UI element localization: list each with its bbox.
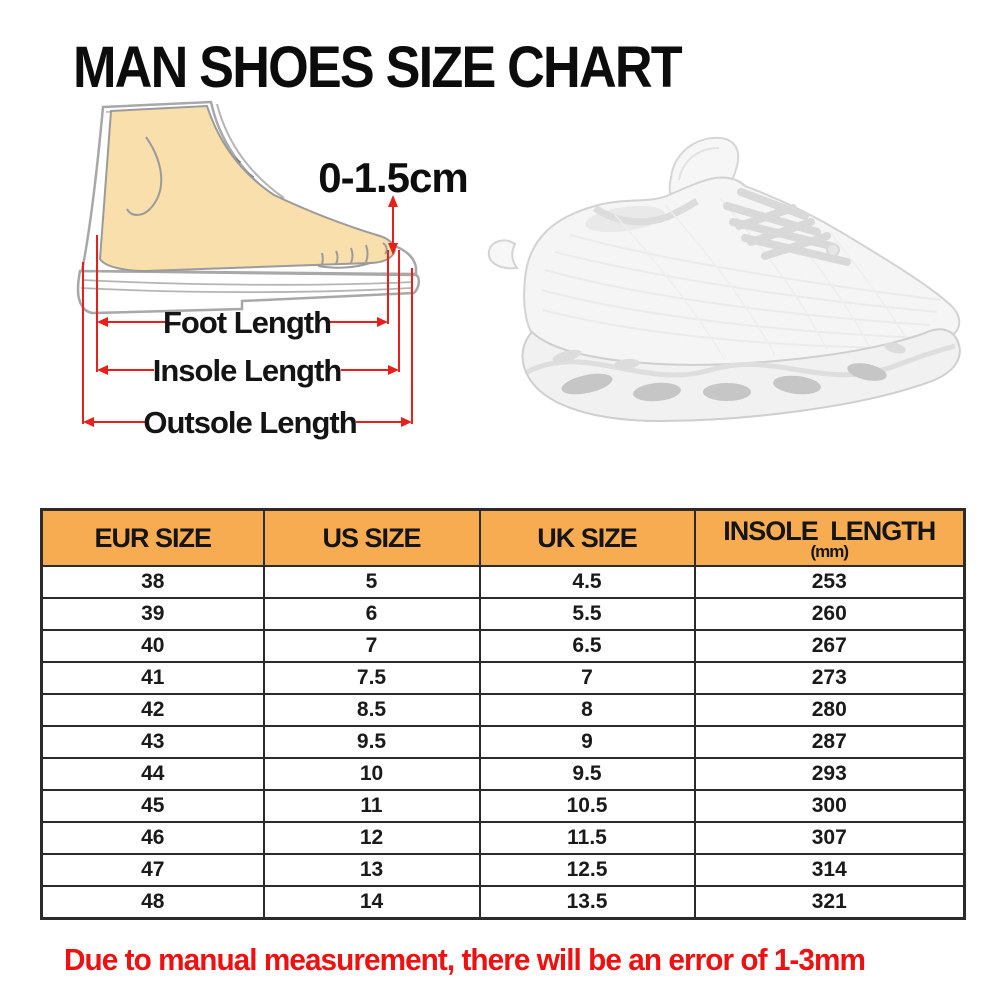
- table-cell-us: 6: [262, 597, 481, 631]
- foot-length-arrow: [97, 317, 388, 327]
- insole-length-label: Insole Length: [153, 353, 342, 388]
- insole-length-arrow: [97, 365, 399, 375]
- table-cell-uk: 5.5: [478, 597, 696, 631]
- table-cell-insole_mm: 267: [693, 629, 966, 663]
- table-cell-us: 7: [262, 629, 481, 663]
- table-cell-insole_mm: 300: [693, 789, 966, 823]
- table-cell-eur: 43: [40, 725, 265, 759]
- size-table: EUR SIZE US SIZE UK SIZE INSOLE LENGTH (…: [40, 508, 966, 920]
- table-row: 45 11 10.5 300: [40, 789, 966, 823]
- table-cell-insole_mm: 293: [693, 757, 966, 791]
- toe-lines: [317, 242, 388, 269]
- table-cell-insole_mm: 273: [693, 661, 966, 695]
- table-row: 48 14 13.5 321: [40, 885, 966, 920]
- table-cell-eur: 41: [40, 661, 265, 695]
- outsole-length-arrow: [83, 417, 412, 427]
- shoe-sole: [521, 328, 961, 423]
- table-cell-eur: 40: [40, 629, 265, 663]
- table-cell-insole_mm: 280: [693, 693, 966, 727]
- table-cell-us: 8.5: [262, 693, 481, 727]
- table-cell-insole_mm: 314: [693, 853, 966, 887]
- table-cell-us: 13: [262, 853, 481, 887]
- toe-gap-label: 0-1.5cm: [318, 154, 467, 201]
- table-cell-eur: 39: [40, 597, 265, 631]
- size-table-body: 38 5 4.5 253 39 6 5.5 260 40 7 6.5 267 41 7.5 7 273 42 8.…: [40, 565, 966, 920]
- table-cell-eur: 45: [40, 789, 265, 823]
- table-cell-us: 14: [262, 885, 481, 920]
- table-row: 38 5 4.5 253: [40, 565, 966, 599]
- table-row: 42 8.5 8 280: [40, 693, 966, 727]
- table-cell-uk: 13.5: [478, 885, 696, 920]
- foot-measurement-diagram: Foot Length Insole Length Outsole Length…: [76, 100, 469, 440]
- table-header-row: EUR SIZE US SIZE UK SIZE INSOLE LENGTH (…: [40, 508, 966, 567]
- header-insole-unit: (mm): [810, 541, 849, 561]
- table-cell-uk: 6.5: [478, 629, 696, 663]
- measurement-guides: [82, 195, 413, 424]
- table-cell-us: 5: [262, 565, 481, 599]
- table-cell-insole_mm: 307: [693, 821, 966, 855]
- outsole-length-label: Outsole Length: [143, 405, 356, 440]
- table-cell-us: 11: [262, 789, 481, 823]
- table-cell-us: 10: [262, 757, 481, 791]
- laces: [723, 188, 851, 266]
- table-row: 46 12 11.5 307: [40, 821, 966, 855]
- measurement-disclaimer: Due to manual measurement, there will be…: [64, 942, 866, 977]
- table-cell-uk: 8: [478, 693, 696, 727]
- page-title: MAN SHOES SIZE CHART: [73, 35, 683, 100]
- header-us-size: US SIZE: [262, 508, 481, 567]
- table-row: 47 13 12.5 314: [40, 853, 966, 887]
- table-row: 43 9.5 9 287: [40, 725, 966, 759]
- header-insole-label: INSOLE LENGTH: [723, 515, 936, 546]
- table-cell-insole_mm: 253: [693, 565, 966, 599]
- table-cell-eur: 47: [40, 853, 265, 887]
- table-cell-insole_mm: 260: [693, 597, 966, 631]
- table-cell-insole_mm: 287: [693, 725, 966, 759]
- table-cell-eur: 46: [40, 821, 265, 855]
- table-row: 41 7.5 7 273: [40, 661, 966, 695]
- sole-holes: [561, 363, 887, 402]
- foot-shape: [98, 104, 396, 273]
- table-cell-eur: 38: [40, 565, 265, 599]
- table-cell-uk: 10.5: [478, 789, 696, 823]
- table-cell-uk: 9: [478, 725, 696, 759]
- header-insole-length: INSOLE LENGTH (mm): [693, 508, 966, 567]
- table-row: 39 6 5.5 260: [40, 597, 966, 631]
- table-row: 44 10 9.5 293: [40, 757, 966, 791]
- table-cell-eur: 42: [40, 693, 265, 727]
- header-eur-size: EUR SIZE: [40, 508, 265, 567]
- heel-tab: [487, 239, 519, 270]
- table-cell-uk: 12.5: [478, 853, 696, 887]
- table-cell-us: 7.5: [262, 661, 481, 695]
- table-cell-uk: 9.5: [478, 757, 696, 791]
- foot-length-label: Foot Length: [163, 305, 331, 340]
- table-cell-eur: 44: [40, 757, 265, 791]
- table-row: 40 7 6.5 267: [40, 629, 966, 663]
- table-cell-us: 12: [262, 821, 481, 855]
- table-cell-uk: 11.5: [478, 821, 696, 855]
- sneaker-image: [487, 136, 961, 423]
- table-cell-uk: 7: [478, 661, 696, 695]
- ankle-line: [126, 136, 163, 216]
- table-cell-eur: 48: [40, 885, 265, 920]
- table-cell-uk: 4.5: [478, 565, 696, 599]
- header-uk-size: UK SIZE: [478, 508, 696, 567]
- table-cell-us: 9.5: [262, 725, 481, 759]
- table-cell-insole_mm: 321: [693, 885, 966, 920]
